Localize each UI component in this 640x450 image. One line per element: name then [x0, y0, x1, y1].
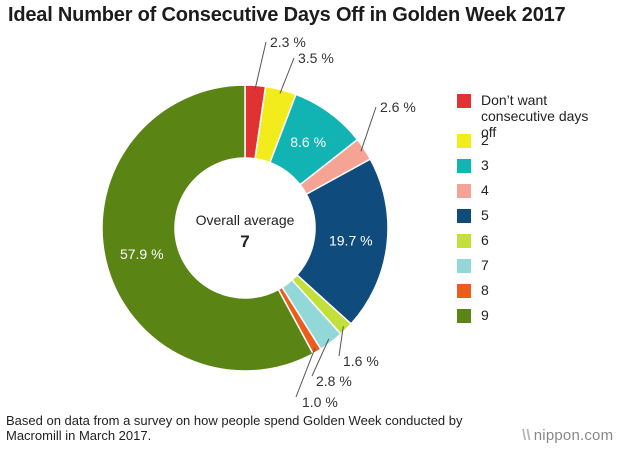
legend-item-9: 9	[457, 307, 601, 332]
legend-swatch	[457, 184, 471, 198]
legend-swatch	[457, 309, 471, 323]
legend-label: 6	[481, 232, 489, 248]
legend-item-5: 5	[457, 207, 601, 232]
legend-swatch	[457, 94, 471, 108]
legend: Don’t want consecutive days off 2 3 4 5 6 7 8 9	[457, 92, 601, 332]
legend-item-7: 7	[457, 257, 601, 282]
legend-item-3: 3	[457, 157, 601, 182]
legend-label: 3	[481, 157, 489, 173]
slice-value-label-4: 2.6 %	[380, 99, 416, 115]
slice-value-label-5: 19.7 %	[329, 232, 373, 248]
leader-line-6	[338, 326, 344, 357]
legend-swatch	[457, 134, 471, 148]
legend-item-6: 6	[457, 232, 601, 257]
slice-value-label-9: 57.9 %	[120, 246, 164, 262]
donut-slice-5	[295, 158, 389, 325]
footnote: Based on data from a survey on how peopl…	[6, 413, 463, 443]
leader-line-1	[254, 41, 267, 90]
leader-line-4	[360, 106, 377, 152]
slice-value-label-1: 2.3 %	[270, 34, 306, 50]
legend-label: 4	[481, 182, 489, 198]
legend-label: 5	[481, 207, 489, 223]
donut-slice-9	[101, 84, 315, 372]
legend-item-8: 8	[457, 282, 601, 307]
leader-line-7	[311, 338, 330, 377]
legend-item-1: Don’t want consecutive days off	[457, 92, 601, 140]
leader-line-2	[279, 57, 295, 94]
legend-item-4: 4	[457, 182, 601, 207]
legend-swatch	[457, 234, 471, 248]
logo-text: nippon.com	[533, 427, 614, 444]
slice-value-label-2: 3.5 %	[298, 50, 334, 66]
legend-swatch	[457, 284, 471, 298]
center-value: 7	[240, 232, 249, 251]
legend-label: 2	[481, 132, 489, 148]
legend-label: 9	[481, 307, 489, 323]
slice-value-label-6: 1.6 %	[343, 353, 379, 369]
logo-mark: \\	[522, 427, 531, 444]
slice-value-label-3: 8.6 %	[290, 134, 326, 150]
slice-value-label-7: 2.8 %	[316, 373, 352, 389]
nippon-logo: \\ nippon.com	[522, 427, 613, 444]
legend-label: 8	[481, 282, 489, 298]
legend-swatch	[457, 209, 471, 223]
chart-title: Ideal Number of Consecutive Days Off in …	[8, 4, 566, 26]
legend-label: 7	[481, 257, 489, 273]
center-label: Overall average	[196, 212, 295, 228]
legend-swatch	[457, 159, 471, 173]
legend-label: Don’t want consecutive days off	[481, 92, 589, 140]
slice-value-label-8: 1.0 %	[302, 394, 338, 410]
legend-item-2: 2	[457, 132, 601, 157]
legend-swatch	[457, 259, 471, 273]
leader-line-8	[295, 347, 316, 398]
